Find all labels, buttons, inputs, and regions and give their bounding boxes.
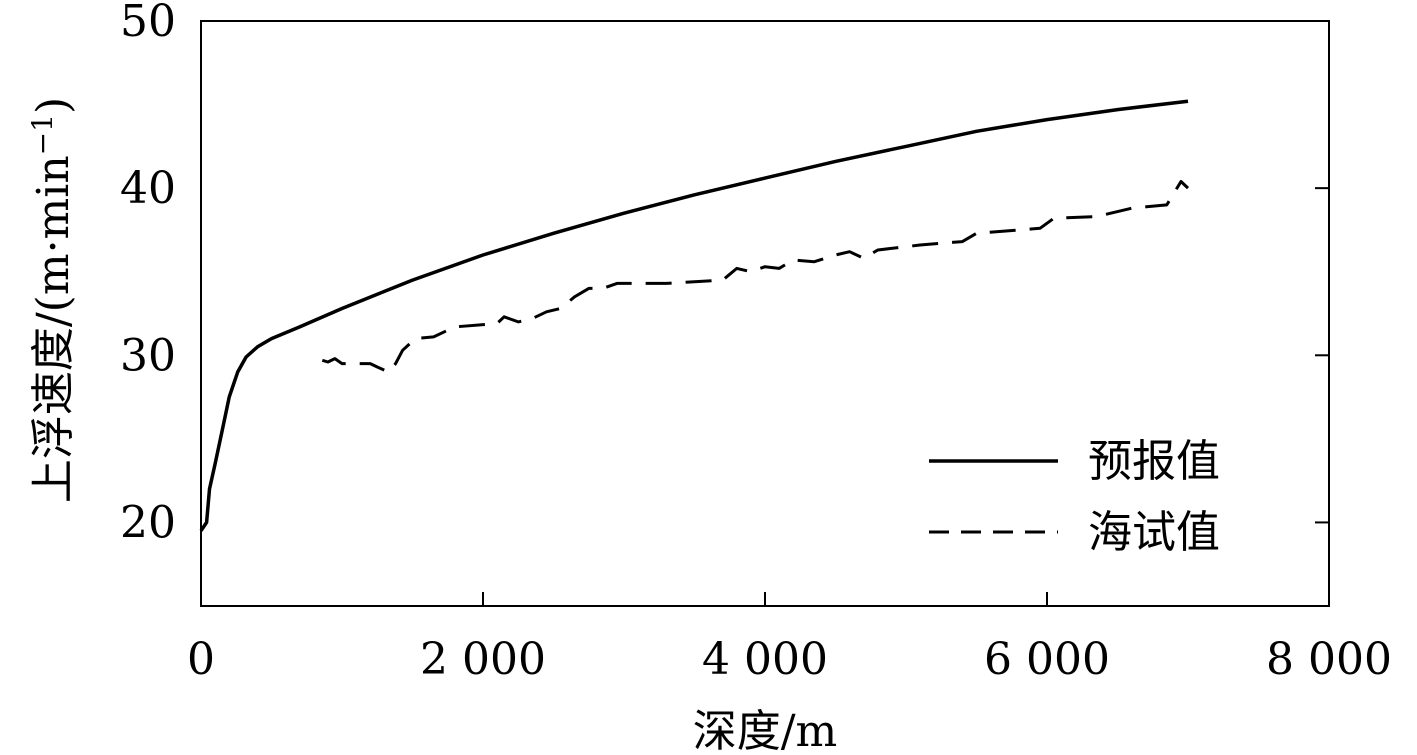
series-line-predicted	[199, 99, 1189, 532]
y-axis-label-superscript: −1	[26, 114, 59, 155]
series-line-sea-trial	[321, 180, 1190, 374]
legend-label-predicted: 预报值	[1088, 436, 1220, 487]
x-tick-label: 4 000	[702, 634, 828, 685]
y-axis-label-main: 上浮速度/(m·min	[28, 155, 79, 503]
y-axis-label: 上浮速度/(m·min−1)	[26, 97, 79, 503]
y-axis-label-close: )	[28, 97, 79, 114]
x-tick-label: 8 000	[1266, 634, 1392, 685]
y-tick-label: 30	[120, 330, 176, 381]
x-tick-label: 0	[187, 634, 215, 685]
y-tick-label: 20	[120, 497, 176, 548]
y-tick-label: 50	[120, 0, 176, 47]
legend-label-sea-trial: 海试值	[1088, 507, 1220, 558]
x-tick-label: 2 000	[420, 634, 546, 685]
x-tick-label: 6 000	[984, 634, 1110, 685]
y-tick-label: 40	[120, 163, 176, 214]
legend: 预报值 海试值	[929, 436, 1220, 558]
x-axis-label: 深度/m	[693, 706, 838, 755]
series-group	[199, 99, 1190, 532]
axis-ticks: 0 2 000 4 000 6 000 8 000 20 30 40 50	[120, 0, 1392, 685]
